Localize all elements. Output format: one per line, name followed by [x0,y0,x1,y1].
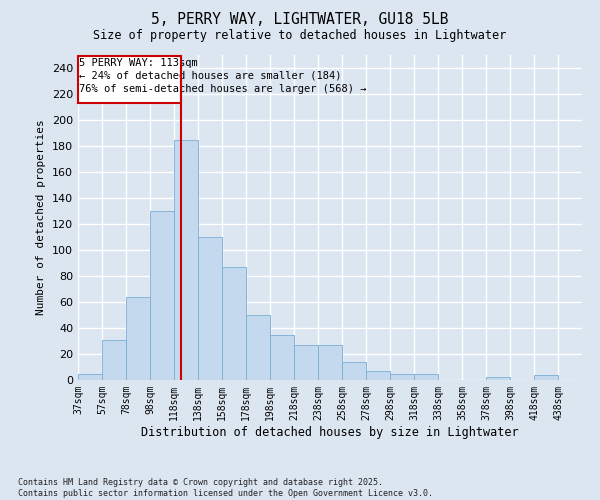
Text: Contains HM Land Registry data © Crown copyright and database right 2025.
Contai: Contains HM Land Registry data © Crown c… [18,478,433,498]
Text: ← 24% of detached houses are smaller (184): ← 24% of detached houses are smaller (18… [79,70,342,81]
Text: Size of property relative to detached houses in Lightwater: Size of property relative to detached ho… [94,29,506,42]
Bar [103,340,126,380]
Bar [127,297,150,380]
Text: 5 PERRY WAY: 113sqm: 5 PERRY WAY: 113sqm [79,58,198,68]
Bar [319,345,342,380]
X-axis label: Distribution of detached houses by size in Lightwater: Distribution of detached houses by size … [141,426,519,438]
Bar [78,374,102,380]
Text: 76% of semi-detached houses are larger (568) →: 76% of semi-detached houses are larger (… [79,84,367,94]
Bar [367,371,390,380]
Bar [223,267,246,380]
Bar [198,237,222,380]
Text: 5, PERRY WAY, LIGHTWATER, GU18 5LB: 5, PERRY WAY, LIGHTWATER, GU18 5LB [151,12,449,26]
Bar [151,211,174,380]
Bar [535,375,558,380]
Bar [175,140,198,380]
Bar [343,362,366,380]
Bar [487,378,510,380]
Bar [247,315,270,380]
FancyBboxPatch shape [78,56,181,103]
Bar [271,334,294,380]
Y-axis label: Number of detached properties: Number of detached properties [37,120,46,316]
Bar [415,374,438,380]
Bar [295,345,318,380]
Bar [391,374,414,380]
